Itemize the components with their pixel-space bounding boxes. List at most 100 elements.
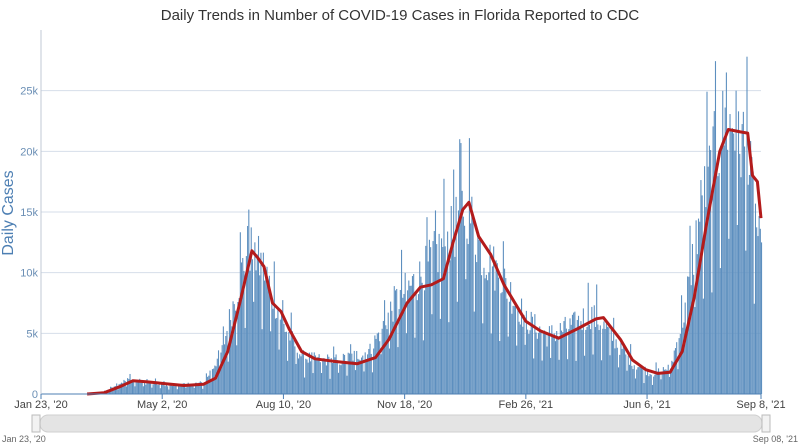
daily-case-bar [525,310,527,394]
daily-case-bar [173,384,175,394]
daily-case-bar [638,366,640,394]
daily-case-bar [667,364,669,394]
daily-case-bar [301,350,303,394]
daily-case-bar [290,312,292,394]
daily-case-bar [505,278,507,394]
daily-case-bar [471,196,473,394]
daily-case-bar [508,301,510,394]
daily-case-bar [557,336,559,394]
daily-case-bar [740,177,742,394]
daily-case-bar [330,358,332,394]
daily-case-bar [495,260,497,394]
daily-case-bar [196,382,198,394]
daily-case-bar [407,290,409,394]
daily-case-bar [157,385,159,394]
daily-case-bar [436,244,438,394]
daily-case-bar [535,332,537,394]
daily-case-bar [490,333,492,394]
daily-case-bar [506,298,508,394]
daily-case-bar [204,382,206,394]
daily-case-bar [574,311,576,394]
y-tick-label: 25k [20,86,38,98]
daily-case-bar [409,285,411,394]
daily-case-bar [457,210,460,394]
navigator-scrollbar[interactable] [39,414,763,433]
daily-case-bar [744,146,746,394]
daily-case-bar [497,277,500,394]
navigator-right-handle[interactable] [761,414,771,433]
daily-case-bar [211,369,213,394]
daily-case-bar [146,378,148,394]
daily-case-bar [266,266,268,394]
navigator-start-label: Jan 23, '20 [2,434,46,444]
daily-case-bar [329,378,331,394]
daily-case-bar [465,279,467,394]
daily-case-bar [649,373,651,394]
daily-case-bar [124,381,126,394]
daily-case-bar [654,374,656,394]
navigator[interactable]: Jan 23, '20 Sep 08, '21 [2,414,798,444]
daily-case-bar [716,167,718,394]
daily-case-bar [296,352,298,394]
daily-case-bar [539,326,541,394]
daily-case-bar [631,365,633,394]
daily-case-bar [494,290,496,394]
daily-case-bar [208,375,210,394]
daily-case-bar [324,359,326,394]
daily-case-bar [619,354,621,394]
daily-case-bar [450,205,452,394]
daily-case-bar [162,384,164,394]
daily-case-bar [455,196,457,394]
x-tick-label: May 2, '20 [137,399,187,411]
daily-case-bar [359,360,361,394]
daily-case-bar [364,352,366,394]
daily-case-bar [413,274,415,394]
daily-case-bar [405,333,407,394]
daily-case-bar [659,371,661,394]
daily-case-bar [721,148,723,394]
daily-case-bar [344,354,346,394]
daily-case-bar [584,355,586,394]
daily-case-bar [507,336,509,394]
daily-case-bar [527,329,529,394]
daily-case-bar [593,305,595,394]
daily-case-bar [615,339,617,394]
daily-case-bar [651,384,653,394]
daily-case-bar [199,381,201,394]
daily-case-bar [691,243,693,394]
daily-case-bar [511,313,513,394]
daily-case-bar [184,383,186,394]
daily-case-bar [237,302,239,394]
daily-case-bar [385,325,387,394]
daily-case-bar [754,203,757,394]
x-tick-label: Jan 23, '20 [14,399,67,411]
daily-case-bar [632,369,634,394]
daily-case-bar [368,348,370,394]
daily-case-bar [733,133,735,394]
y-tick-label: 10k [20,268,38,280]
daily-case-bar [374,335,376,394]
daily-case-bar [481,275,483,394]
daily-case-bar [387,312,389,394]
daily-case-bar [285,331,287,394]
daily-case-bar [519,324,521,394]
daily-case-bar [568,329,570,394]
daily-case-bar [756,227,758,394]
daily-case-bar [234,310,237,394]
daily-case-bar [382,320,384,394]
navigator-left-handle[interactable] [31,414,41,433]
daily-case-bar [161,382,163,394]
daily-case-bar [319,362,321,394]
daily-case-bar [501,292,503,394]
daily-case-bar [636,369,638,394]
daily-case-bar [757,236,759,394]
daily-case-bar [187,382,189,394]
daily-case-bar [394,290,397,394]
daily-case-bar [613,317,615,394]
daily-case-bar [569,318,571,394]
daily-case-bar [136,381,138,394]
daily-case-bar [156,383,158,394]
daily-case-bar [318,354,320,394]
daily-case-bar [210,381,212,394]
daily-case-bar [683,322,685,394]
